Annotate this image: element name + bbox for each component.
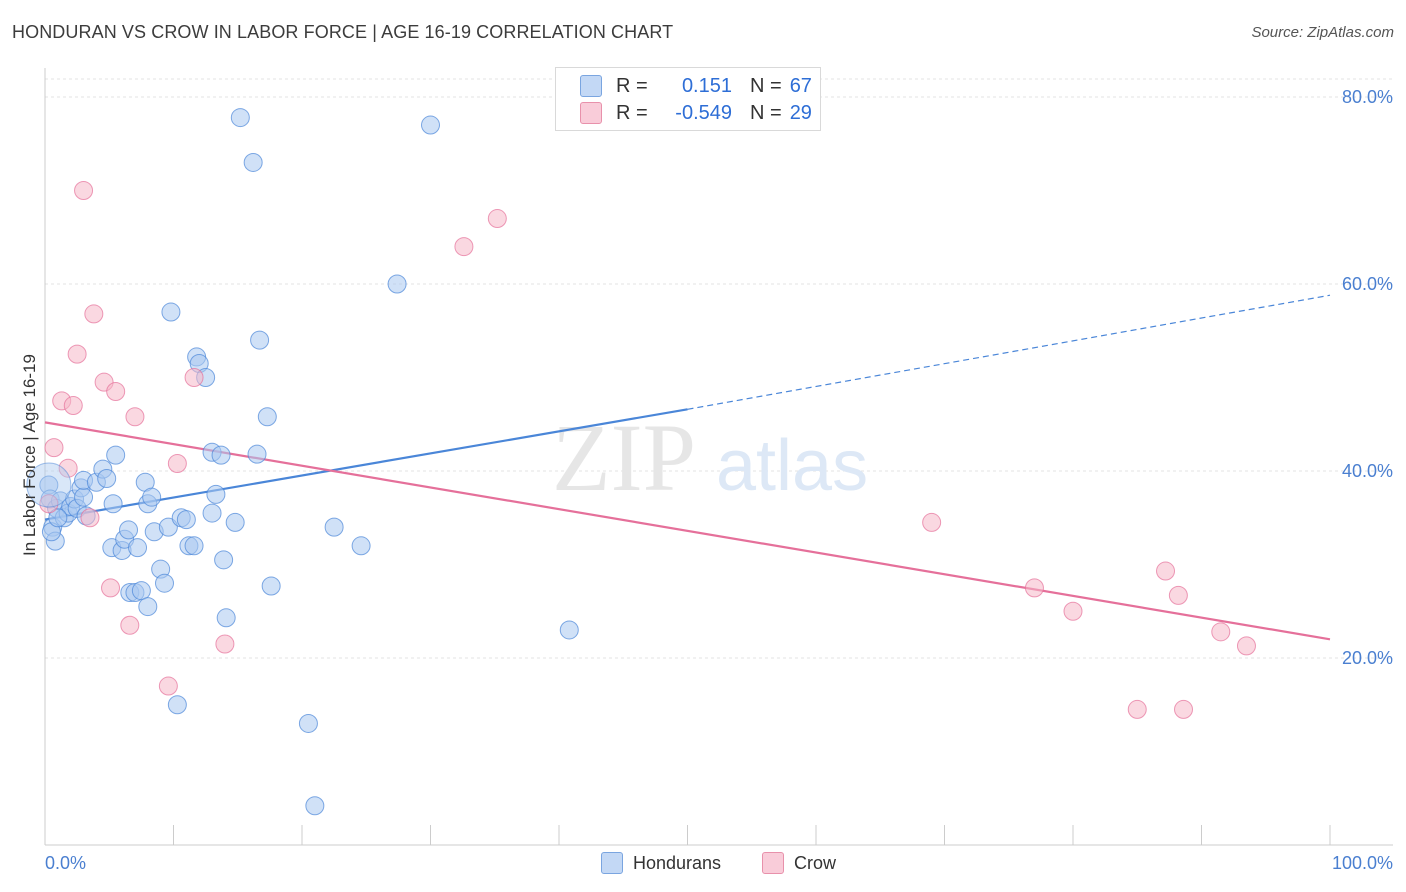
bottom-legend-swatch-hondurans — [601, 852, 623, 874]
point-crow-13 — [125, 407, 145, 427]
point-crow-8 — [84, 304, 104, 324]
point-crow-11 — [106, 382, 126, 402]
point-hondurans-53 — [243, 152, 263, 172]
legend-row-crow: R = -0.549 N = 29 — [580, 100, 812, 126]
point-hondurans-26 — [128, 538, 148, 558]
bottom-legend-hondurans: Hondurans — [601, 852, 721, 874]
point-hondurans-63 — [421, 115, 440, 135]
legend-r-label: R = — [616, 74, 648, 97]
tick-labels: 20.0% 40.0% 60.0% 80.0% 0.0% 100.0% — [45, 87, 1393, 873]
bottom-legend-crow: Crow — [762, 852, 836, 874]
point-crow-10 — [101, 578, 121, 598]
point-crow-7 — [80, 508, 100, 528]
point-hondurans-51 — [225, 512, 245, 532]
point-hondurans-35 — [158, 517, 178, 537]
point-hondurans-23 — [119, 520, 139, 540]
point-hondurans-64 — [559, 620, 579, 640]
point-crow-21 — [1024, 578, 1044, 598]
point-crow-22 — [1063, 601, 1083, 621]
legend-swatch-crow — [580, 102, 602, 124]
legend-n-value: 67 — [789, 74, 812, 97]
point-hondurans-49 — [214, 550, 234, 570]
point-hondurans-34 — [155, 573, 175, 593]
chart-source: Source: ZipAtlas.com — [1251, 24, 1394, 41]
y-tick-label-20: 20.0% — [1342, 648, 1393, 668]
point-hondurans-48 — [211, 445, 231, 465]
point-crow-16 — [184, 368, 204, 387]
y-tick-label-40: 40.0% — [1342, 461, 1393, 481]
point-crow-6 — [74, 181, 94, 200]
point-crow-0 — [39, 494, 59, 514]
legend-row-hondurans: R = 0.151 N = 67 — [580, 73, 812, 99]
point-crow-1 — [44, 438, 64, 458]
point-hondurans-56 — [257, 407, 277, 427]
bottom-legend-label-hondurans: Hondurans — [633, 852, 722, 873]
y-axis-title: In Labor Force | Age 16-19 — [20, 354, 39, 556]
point-hondurans-41 — [184, 536, 204, 556]
point-hondurans-19 — [103, 494, 123, 514]
point-hondurans-12 — [74, 487, 94, 507]
watermark-zip: ZIP — [552, 404, 696, 511]
legend-r-value: 0.151 — [681, 74, 732, 97]
point-hondurans-17 — [97, 468, 117, 488]
legend-n-value: 29 — [789, 101, 812, 124]
x-tick-label-0: 0.0% — [45, 853, 86, 873]
watermark: ZIP atlas — [552, 404, 868, 511]
data-points — [26, 108, 1256, 816]
bottom-legend-label-crow: Crow — [794, 852, 837, 873]
point-hondurans-66 — [48, 508, 68, 528]
legend-n-label: N = — [750, 74, 782, 97]
point-crow-28 — [1236, 636, 1256, 656]
point-crow-12 — [120, 615, 140, 635]
point-crow-19 — [487, 209, 507, 229]
watermark-atlas: atlas — [716, 426, 868, 506]
point-hondurans-62 — [387, 274, 407, 294]
legend-r-value: -0.549 — [675, 101, 732, 124]
point-hondurans-61 — [351, 536, 371, 556]
point-hondurans-58 — [298, 713, 318, 733]
point-crow-24 — [1156, 561, 1176, 581]
point-crow-14 — [158, 676, 178, 696]
y-tick-label-60: 60.0% — [1342, 274, 1393, 294]
point-hondurans-37 — [167, 695, 187, 715]
point-hondurans-39 — [176, 510, 196, 530]
point-crow-27 — [1211, 622, 1231, 642]
point-hondurans-31 — [138, 597, 158, 617]
y-tick-label-80: 80.0% — [1342, 87, 1393, 107]
point-crow-18 — [454, 237, 474, 257]
point-hondurans-27 — [131, 581, 151, 601]
point-crow-17 — [215, 634, 235, 654]
chart-title: HONDURAN VS CROW IN LABOR FORCE | AGE 16… — [12, 22, 674, 42]
point-hondurans-54 — [247, 444, 267, 464]
legend-r-label: R = — [616, 101, 648, 124]
legend-n-label: N = — [750, 101, 782, 124]
point-hondurans-36 — [161, 302, 181, 322]
point-hondurans-large — [26, 462, 72, 508]
point-hondurans-55 — [250, 330, 270, 350]
point-hondurans-47 — [206, 484, 226, 504]
point-crow-20 — [922, 512, 942, 532]
point-hondurans-18 — [106, 445, 126, 465]
point-hondurans-30 — [142, 487, 162, 507]
point-crow-26 — [1174, 699, 1194, 719]
point-crow-25 — [1168, 585, 1188, 605]
point-hondurans-60 — [324, 517, 344, 537]
trend-line-dashed-hondurans — [687, 294, 1331, 410]
point-crow-23 — [1127, 699, 1147, 719]
point-crow-4 — [63, 396, 83, 416]
correlation-legend: R = 0.151 N = 67 R = -0.549 N = 29 — [555, 67, 821, 131]
point-hondurans-46 — [202, 503, 222, 523]
x-tick-label-100: 100.0% — [1332, 853, 1393, 873]
point-hondurans-59 — [305, 796, 325, 816]
point-hondurans-57 — [261, 576, 281, 596]
bottom-legend-swatch-crow — [762, 852, 784, 874]
axes — [44, 68, 1393, 846]
point-crow-5 — [67, 344, 87, 364]
point-crow-3 — [58, 458, 78, 478]
legend-swatch-hondurans — [580, 75, 602, 97]
point-hondurans-50 — [216, 608, 236, 628]
point-hondurans-52 — [230, 108, 250, 128]
point-crow-15 — [167, 454, 187, 474]
